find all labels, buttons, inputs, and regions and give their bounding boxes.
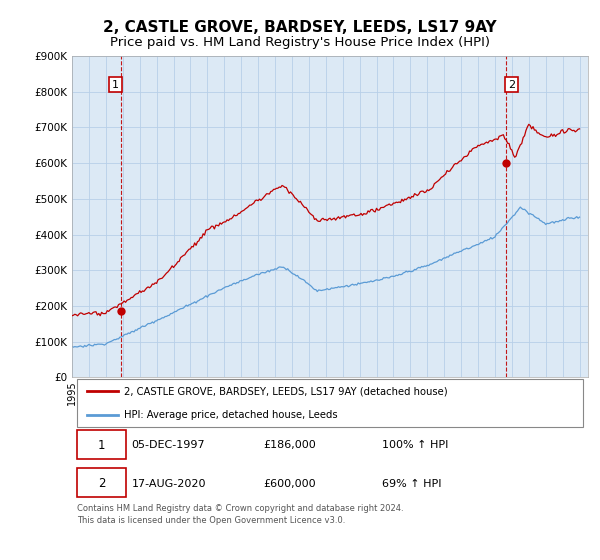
Text: £186,000: £186,000 [263, 440, 316, 450]
Text: 2, CASTLE GROVE, BARDSEY, LEEDS, LS17 9AY: 2, CASTLE GROVE, BARDSEY, LEEDS, LS17 9A… [103, 20, 497, 35]
Text: £600,000: £600,000 [263, 479, 316, 488]
Text: 1: 1 [112, 80, 119, 90]
Text: 1: 1 [98, 438, 106, 451]
Text: 2, CASTLE GROVE, BARDSEY, LEEDS, LS17 9AY (detached house): 2, CASTLE GROVE, BARDSEY, LEEDS, LS17 9A… [124, 386, 447, 396]
FancyBboxPatch shape [77, 468, 126, 497]
Text: 05-DEC-1997: 05-DEC-1997 [131, 440, 205, 450]
Text: 69% ↑ HPI: 69% ↑ HPI [382, 479, 441, 488]
FancyBboxPatch shape [77, 430, 126, 459]
Text: 100% ↑ HPI: 100% ↑ HPI [382, 440, 448, 450]
Text: 2: 2 [508, 80, 515, 90]
Text: Price paid vs. HM Land Registry's House Price Index (HPI): Price paid vs. HM Land Registry's House … [110, 36, 490, 49]
Text: 17-AUG-2020: 17-AUG-2020 [131, 479, 206, 488]
FancyBboxPatch shape [77, 379, 583, 427]
Text: 2: 2 [98, 477, 106, 490]
Text: Contains HM Land Registry data © Crown copyright and database right 2024.
This d: Contains HM Land Registry data © Crown c… [77, 504, 404, 525]
Text: HPI: Average price, detached house, Leeds: HPI: Average price, detached house, Leed… [124, 410, 337, 420]
